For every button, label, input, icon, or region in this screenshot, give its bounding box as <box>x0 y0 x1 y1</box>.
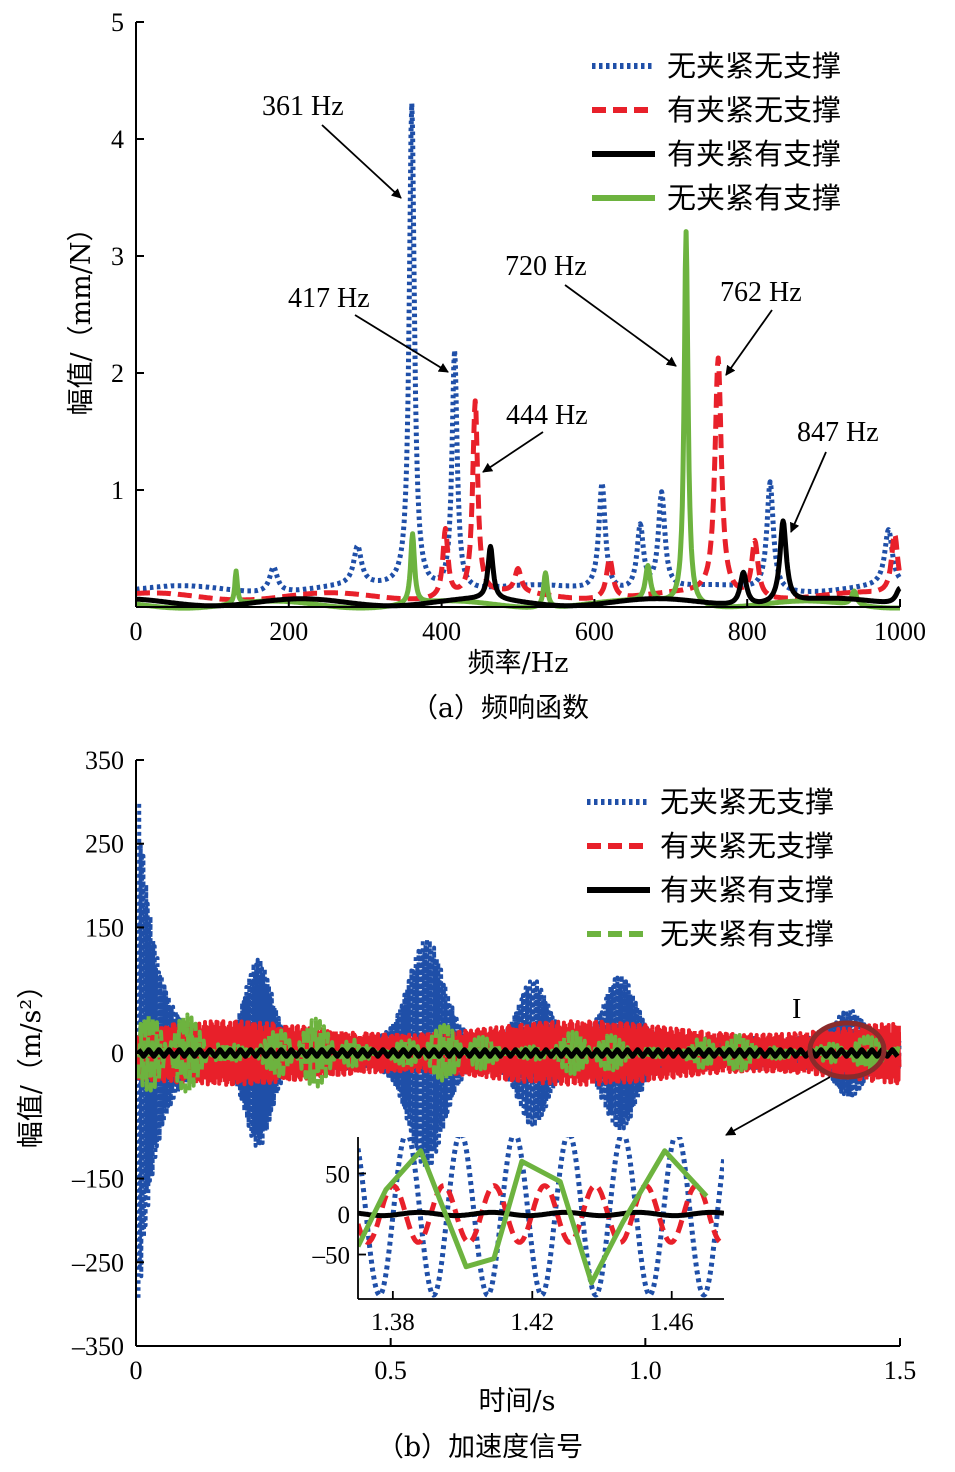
legend-b-label: 有夹紧有支撑 <box>660 873 834 907</box>
panel-a-caption: （a）频响函数 <box>411 693 589 724</box>
annotation-847hz: 847 Hz <box>797 417 879 448</box>
panel-a-y-tick-label: 3 <box>111 242 124 271</box>
inset-y-tick-label: 50 <box>325 1161 350 1188</box>
panel-b-y-tick-label: –350 <box>71 1332 124 1361</box>
annotation-444hz: 444 Hz <box>506 400 588 431</box>
legend-b-label: 无夹紧无支撑 <box>660 785 834 819</box>
inset-series-line <box>358 1183 724 1245</box>
panel-b-x-tick-label: 1.0 <box>629 1356 662 1385</box>
annotation-720hz: 720 Hz <box>505 251 587 282</box>
panel-b-y-tick-label: –150 <box>71 1165 124 1194</box>
inset-zoom-plot: 1.38 1.42 1.46 50 0 –50 <box>312 1137 724 1336</box>
annotation-444hz-arrow <box>482 431 544 473</box>
panel-a-x-tick-label: 1000 <box>874 617 926 646</box>
region-i-arrow <box>725 1076 831 1136</box>
panel-b-acceleration: 0 0.5 1.0 1.5 350 250 150 0 –150 –250 –350 时间/s 幅值… <box>16 746 916 1463</box>
region-i-circle <box>807 1020 887 1080</box>
panel-a-x-tick-label: 400 <box>422 617 461 646</box>
panel-a-x-tick-label: 0 <box>130 617 143 646</box>
panel-a-series-line <box>134 100 902 594</box>
panel-a-annotations: 361 Hz 417 Hz 444 Hz 720 Hz 762 Hz 847 H… <box>262 91 879 533</box>
panel-b-y-tick-label: 250 <box>85 830 124 859</box>
panel-b-y-tick-label: 0 <box>111 1039 124 1068</box>
panel-b-y-tick-label: 350 <box>85 746 124 775</box>
inset-series-line <box>358 1209 724 1219</box>
legend-a-label: 无夹紧有支撑 <box>667 181 841 215</box>
panel-b-y-tick-label: –250 <box>71 1248 124 1277</box>
panel-a-ticks: 0 200 400 600 800 1000 1 2 3 4 5 <box>111 8 926 646</box>
legend-b-label: 无夹紧有支撑 <box>660 917 834 951</box>
annotation-361hz: 361 Hz <box>262 91 344 122</box>
panel-a-y-tick-label: 1 <box>111 476 124 505</box>
legend-a-label: 无夹紧无支撑 <box>667 49 841 83</box>
inset-y-tick-label: 0 <box>338 1202 351 1229</box>
panel-a-y-tick-label: 2 <box>111 359 124 388</box>
region-i-label: I <box>792 994 801 1025</box>
panel-a-x-tick-label: 600 <box>575 617 614 646</box>
panel-b-x-tick-label: 1.5 <box>884 1356 917 1385</box>
panel-a-y-tick-label: 5 <box>111 8 124 37</box>
panel-a-y-label: 幅值/（mm/N） <box>66 214 97 415</box>
inset-x-tick-label: 1.42 <box>510 1309 554 1336</box>
panel-b-y-label: 幅值/（m/s²） <box>16 972 47 1148</box>
panel-a-series-line <box>134 518 902 609</box>
panel-a-y-tick-label: 4 <box>111 125 124 154</box>
annotation-847hz-arrow <box>790 451 827 533</box>
panel-b-x-tick-label: 0.5 <box>374 1356 407 1385</box>
inset-series-group <box>358 1137 724 1298</box>
inset-x-tick-label: 1.46 <box>650 1309 694 1336</box>
inset-ticks: 1.38 1.42 1.46 50 0 –50 <box>312 1161 694 1336</box>
legend-a-label: 有夹紧有支撑 <box>667 137 841 171</box>
panel-b-y-tick-label: 150 <box>85 913 124 942</box>
inset-green-line <box>358 1148 709 1286</box>
annotation-361hz-arrow <box>321 124 402 199</box>
panel-a-frequency-response: 0 200 400 600 800 1000 1 2 3 4 5 频率/Hz 幅值/（mm/N） （… <box>66 8 926 724</box>
panel-b-caption: （b）加速度信号 <box>377 1432 583 1463</box>
panel-a-x-tick-label: 800 <box>728 617 767 646</box>
annotation-417hz-arrow <box>354 314 449 373</box>
inset-x-tick-label: 1.38 <box>371 1309 415 1336</box>
legend-b-label: 有夹紧无支撑 <box>660 829 834 863</box>
panel-a-x-tick-label: 200 <box>269 617 308 646</box>
panel-a-series-group <box>134 100 903 611</box>
annotation-762hz-arrow <box>725 309 773 376</box>
panel-b-ticks: 0 0.5 1.0 1.5 350 250 150 0 –150 –250 –350 <box>71 746 916 1385</box>
panel-b-x-tick-label: 0 <box>130 1356 143 1385</box>
annotation-720hz-arrow <box>564 284 677 367</box>
panel-a-x-label: 频率/Hz <box>468 648 569 679</box>
inset-y-tick-label: –50 <box>312 1243 351 1270</box>
panel-b-series-group <box>136 800 902 1298</box>
panel-b-series-line <box>136 1047 900 1059</box>
legend-a-label: 有夹紧无支撑 <box>667 93 841 127</box>
annotation-417hz: 417 Hz <box>288 283 370 314</box>
panel-b-x-label: 时间/s <box>479 1386 556 1417</box>
inset-series-line <box>358 1137 724 1298</box>
annotation-762hz: 762 Hz <box>720 277 802 308</box>
